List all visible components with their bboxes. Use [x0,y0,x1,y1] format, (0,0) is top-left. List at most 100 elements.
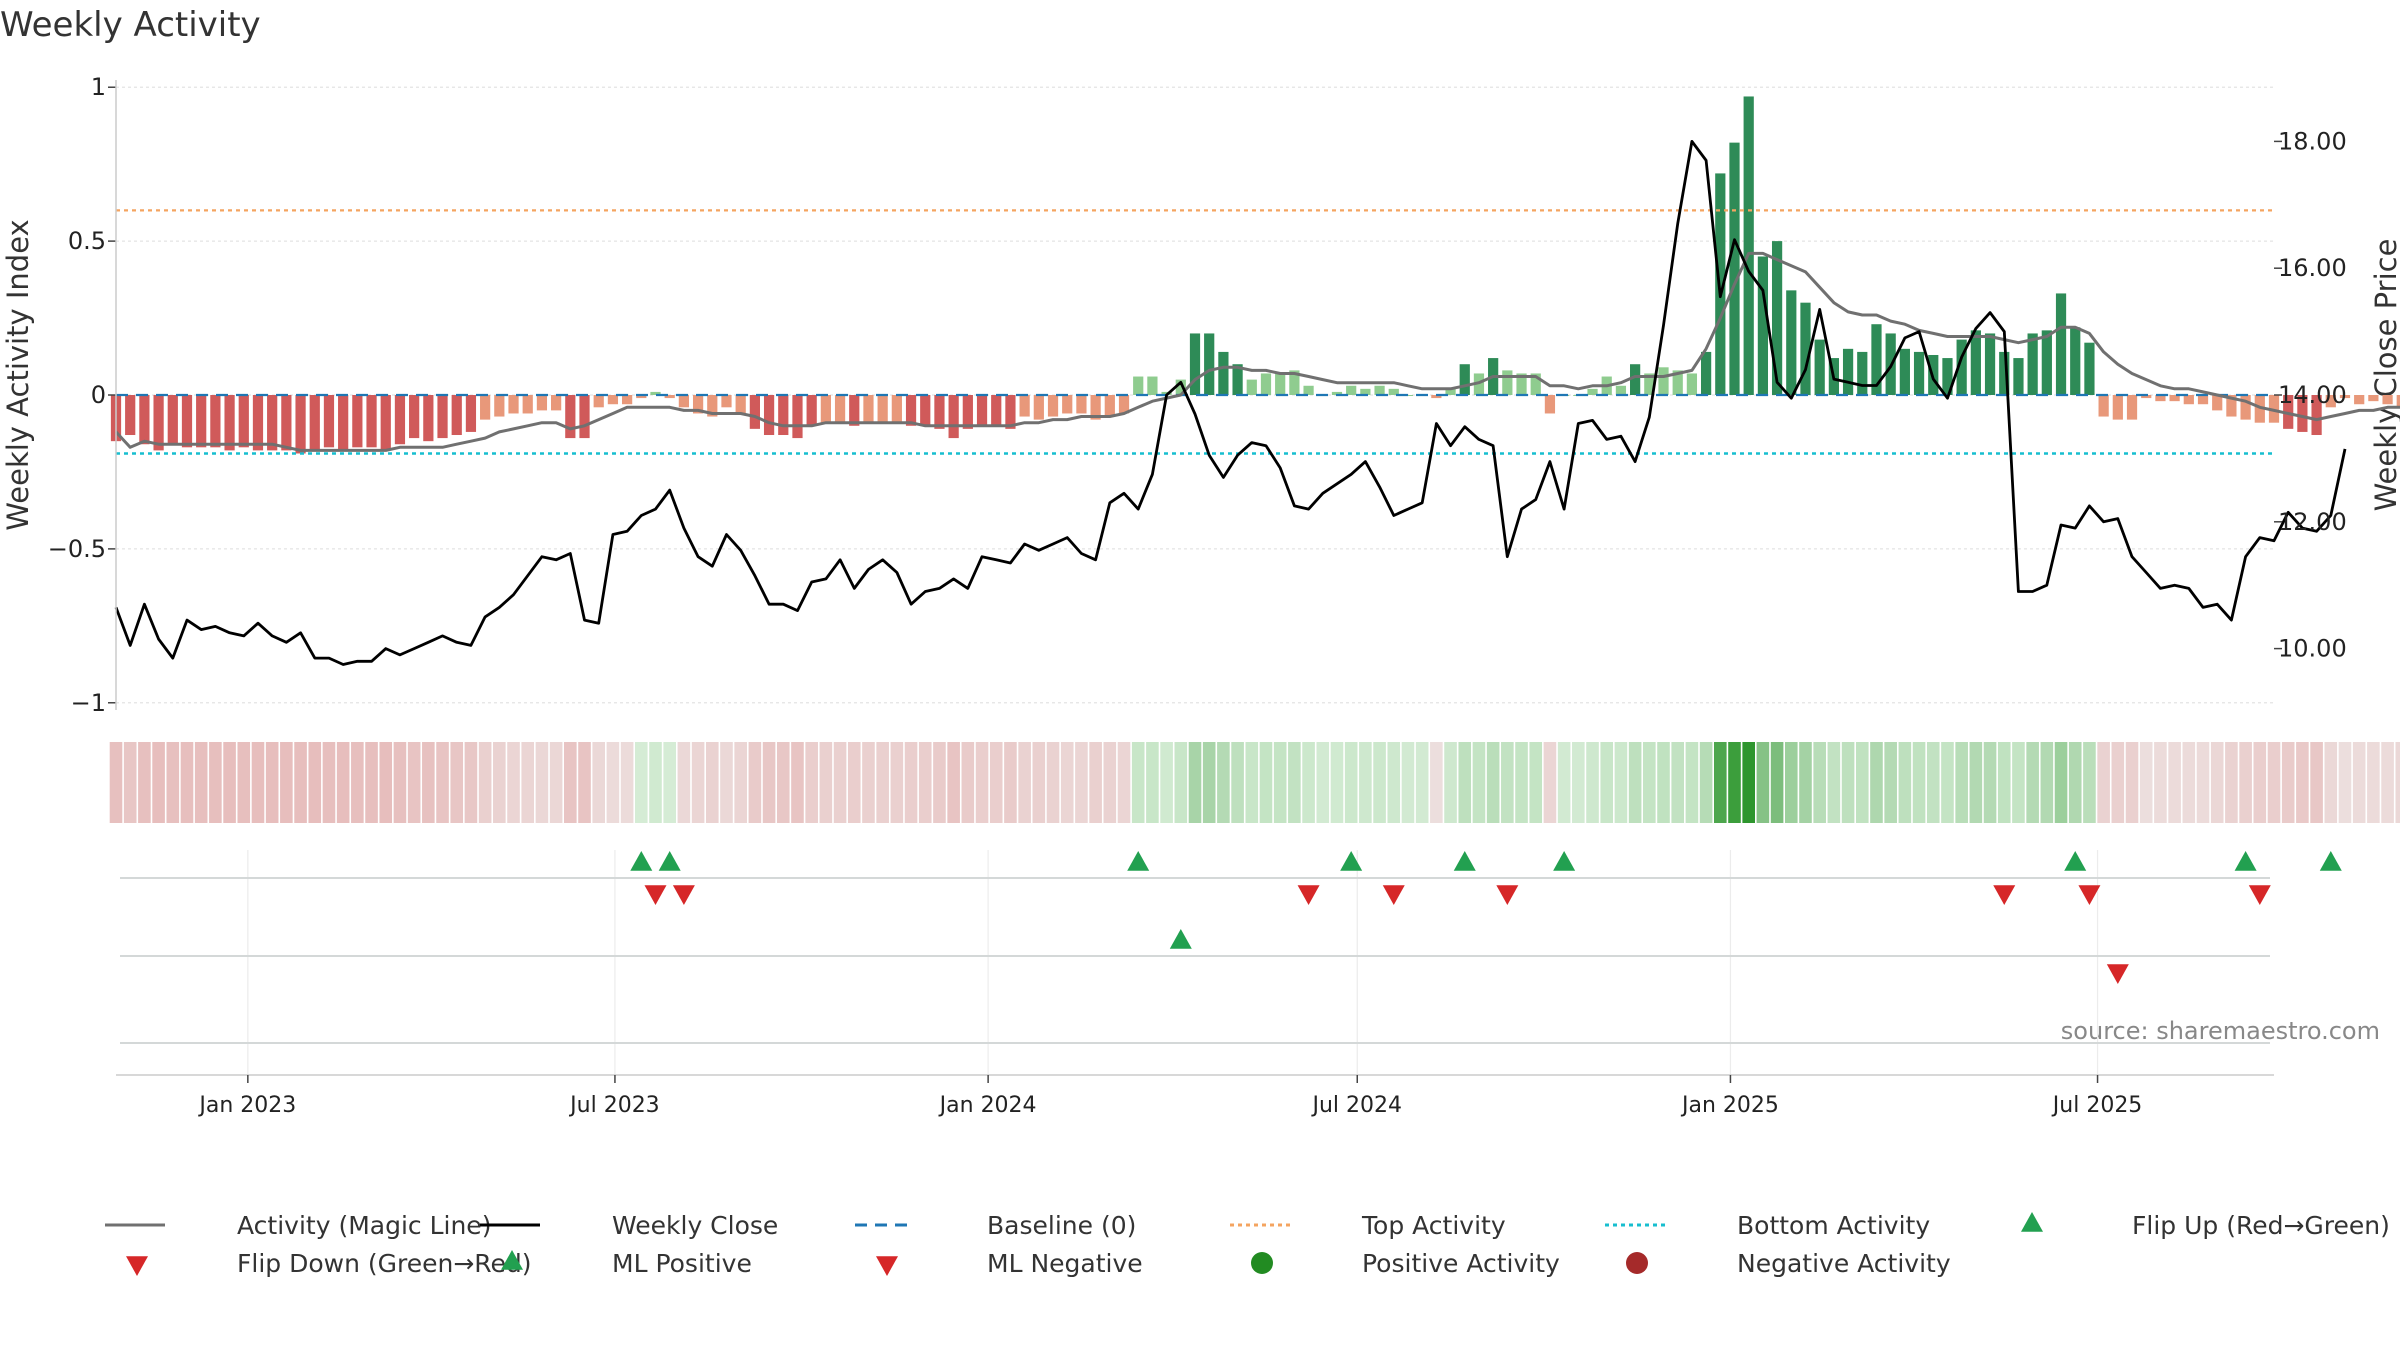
activity-bar [522,395,533,414]
activity-bar [2311,395,2322,436]
band-cell [1614,742,1628,823]
activity-bar [1204,333,1215,395]
activity-bar [1587,388,1598,395]
band-cell [1912,742,1926,823]
band-cell [308,742,322,823]
legend: Activity (Magic Line) Weekly Close Baselin… [105,1211,2390,1278]
activity-bar [224,395,235,451]
flip-down-marker [1382,885,1405,905]
band-cell [1572,742,1585,823]
activity-bar [792,395,803,439]
band-cell [1401,742,1415,823]
band-cell [1557,742,1571,823]
legend-item: Baseline (0) [855,1211,1136,1240]
activity-bar [579,395,590,439]
band-cell [1316,742,1330,823]
activity-bar [1516,373,1527,395]
activity-bar [1800,302,1811,395]
activity-bar [2240,395,2251,420]
band-cell [2281,742,2295,823]
activity-bar [1942,358,1953,395]
band-cell [152,742,165,823]
band-cell [2225,742,2238,823]
activity-bar [2155,395,2166,402]
activity-bar [295,395,306,454]
activity-bar [664,395,675,399]
legend-label: Flip Down (Green→Red) [237,1249,532,1278]
activity-bar [394,395,406,445]
activity-bar [1857,351,1868,395]
activity-bar [153,395,164,451]
flip-up-marker [1553,851,1576,871]
band-cell [2154,742,2167,823]
band-cell [1600,742,1614,823]
activity-bar [1062,395,1073,414]
band-cell [1387,742,1401,823]
activity-bar [891,395,902,423]
flip-up-marker [2234,851,2257,871]
band-cell [2210,742,2224,823]
activity-bar [1658,367,1669,395]
chart-title: Weekly Activity [0,5,261,45]
band-cell [1231,742,1244,823]
band-cell [2253,742,2267,823]
activity-bar [309,395,320,451]
activity-bar [2368,395,2379,402]
right-tick-label: 14.00 [2278,381,2347,409]
band-cell [251,742,265,823]
activity-bar [721,395,732,408]
band-cell [138,742,151,823]
left-tick-label: −0.5 [48,535,106,563]
activity-bar [2325,395,2336,408]
band-cell [2367,742,2380,823]
band-cell [1841,742,1855,823]
activity-bar [1360,388,1371,395]
band-cell [464,742,478,823]
band-cell [833,742,847,823]
band-cell [1884,742,1897,823]
activity-bar [1331,391,1343,395]
activity-bar [863,395,874,423]
activity-bar [1771,241,1783,395]
activity-bar [820,395,831,423]
activity-bar [196,395,207,448]
band-cell [975,742,989,823]
band-cell [2083,742,2096,823]
band-cell [776,742,790,823]
band-cell [1486,742,1500,823]
activity-bar [2041,330,2052,395]
band-cell [1174,742,1188,823]
band-cell [336,742,350,823]
band-cell [2054,742,2068,823]
activity-bar [494,395,505,417]
band-cell [1770,742,1784,823]
band-cell [407,742,421,823]
activity-bar [2027,333,2038,395]
band-cell [1586,742,1599,823]
band-cell [592,742,606,823]
magic-line [114,251,2400,452]
activity-bar [2084,342,2095,395]
band-cell [123,742,137,823]
activity-bar [877,395,888,423]
activity-bar [1700,351,1712,395]
activity-bar [139,395,150,445]
activity-bars [110,96,2400,454]
flip-up-marker [2319,851,2342,871]
activity-bar [1899,348,1910,395]
band-cell [620,742,634,823]
activity-bar [1374,385,1385,395]
band-cell [1685,742,1699,823]
activity-bar [210,395,221,448]
activity-bar [763,395,775,436]
activity-bar [1175,379,1186,395]
band-cell [876,742,889,823]
band-cell [748,742,762,823]
activity-bar [2112,395,2123,420]
band-cell [2310,742,2323,823]
activity-bar [678,395,690,408]
activity-bar [1090,395,1101,420]
activity-bar [181,395,193,448]
activity-bar [2212,395,2223,411]
band-cell [1430,742,1443,823]
